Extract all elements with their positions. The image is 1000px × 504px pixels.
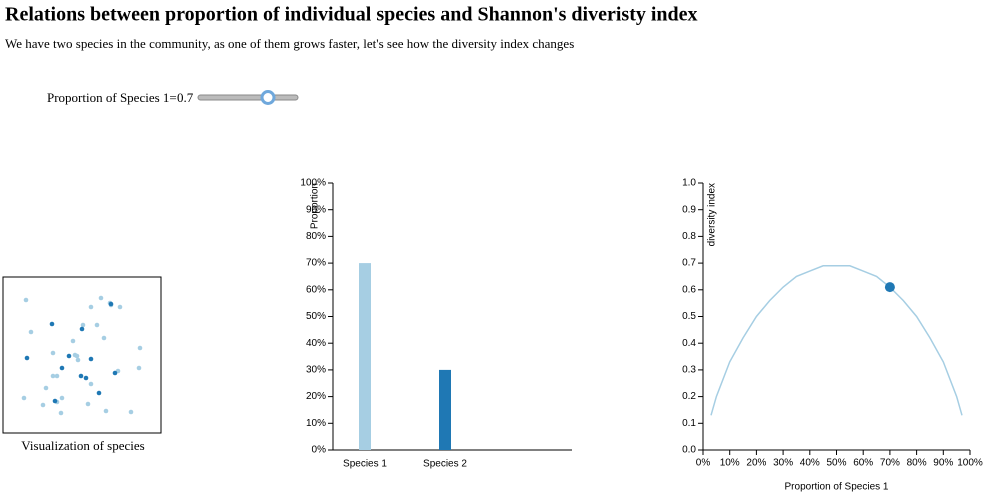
species-box [2, 276, 162, 434]
species-1-dot [85, 401, 91, 407]
y-tick-label: 30% [306, 365, 326, 376]
species-1-dot [40, 402, 46, 408]
species-1-dot [80, 322, 86, 328]
species-1-dot [75, 357, 81, 363]
x-tick-label: 0% [696, 458, 711, 469]
y-tick-label: 0.2 [682, 391, 696, 402]
slider-label: Proportion of Species 1= [47, 90, 177, 105]
species-1-dot [50, 373, 56, 379]
page-title: Relations between proportion of individu… [5, 4, 698, 26]
y-tick-label: 0.6 [682, 284, 696, 295]
species-1-dot [54, 373, 60, 379]
y-tick-label: 50% [306, 311, 326, 322]
species-1-dot [94, 322, 100, 328]
bar [439, 369, 451, 450]
y-tick-label: 0% [312, 445, 327, 456]
slider-knob[interactable] [260, 90, 276, 105]
species-1-dot [101, 335, 107, 341]
x-tick-label: 90% [933, 458, 953, 469]
species-caption: Visualization of species [21, 438, 144, 453]
species-2-dot [79, 326, 85, 332]
species-1-dot [136, 365, 142, 371]
x-tick-label: 70% [880, 458, 900, 469]
x-tick-label: 30% [773, 458, 793, 469]
species-1-dot [103, 408, 109, 414]
species-1-dot [137, 345, 143, 351]
y-tick-label: 0.1 [682, 418, 696, 429]
slider-track[interactable] [197, 94, 299, 101]
y-axis-label: Proportion [310, 183, 321, 229]
species-1-dot [128, 409, 134, 415]
species-2-dot [108, 301, 114, 307]
y-tick-label: 0.5 [682, 311, 696, 322]
species-1-dot [88, 304, 94, 310]
y-tick-label: 100% [300, 178, 326, 189]
species-2-dot [59, 365, 65, 371]
y-tick-label: 80% [306, 231, 326, 242]
species-2-dot [83, 375, 89, 381]
y-tick-label: 1.0 [682, 178, 696, 189]
species-1-dot [70, 338, 76, 344]
x-tick-label: 50% [826, 458, 846, 469]
species-1-dot [88, 381, 94, 387]
x-tick-label: Species 2 [423, 459, 467, 470]
slider-value: 0.7 [177, 90, 194, 105]
current-point [884, 282, 895, 293]
y-tick-label: 70% [306, 258, 326, 269]
species-2-dot [66, 353, 72, 359]
species-1-dot [28, 329, 34, 335]
species-2-dot [24, 355, 30, 361]
bar [359, 263, 371, 450]
y-tick-label: 90% [306, 204, 326, 215]
x-tick-label: 60% [853, 458, 873, 469]
y-axis-label: diversity index [707, 183, 718, 246]
y-tick-label: 0.3 [682, 365, 696, 376]
species-1-dot [59, 395, 65, 401]
x-tick-label: 100% [957, 458, 983, 469]
y-tick-label: 0.8 [682, 231, 696, 242]
x-tick-label: 40% [800, 458, 820, 469]
y-tick-label: 0.0 [682, 445, 696, 456]
y-tick-label: 0.7 [682, 258, 696, 269]
species-1-dot [117, 304, 123, 310]
x-tick-label: 20% [746, 458, 766, 469]
page-subtitle: We have two species in the community, as… [5, 36, 574, 51]
species-1-dot [58, 410, 64, 416]
species-2-dot [96, 390, 102, 396]
species-1-dot [98, 295, 104, 301]
y-tick-label: 60% [306, 284, 326, 295]
x-tick-label: 80% [907, 458, 927, 469]
diversity-curve [710, 265, 963, 416]
y-tick-label: 20% [306, 391, 326, 402]
species-2-dot [49, 321, 55, 327]
species-2-dot [88, 356, 94, 362]
species-1-dot [23, 297, 29, 303]
y-tick-label: 10% [306, 418, 326, 429]
species-1-dot [21, 395, 27, 401]
species-2-dot [78, 373, 84, 379]
species-2-dot [52, 398, 58, 404]
y-tick-label: 40% [306, 338, 326, 349]
x-axis-label: Proportion of Species 1 [785, 482, 889, 493]
x-tick-label: 10% [720, 458, 740, 469]
species-1-dot [74, 353, 80, 359]
species-1-dot [43, 385, 49, 391]
y-tick-label: 0.4 [682, 338, 696, 349]
x-tick-label: Species 1 [343, 459, 387, 470]
species-2-dot [112, 370, 118, 376]
species-1-dot [50, 350, 56, 356]
y-tick-label: 0.9 [682, 204, 696, 215]
